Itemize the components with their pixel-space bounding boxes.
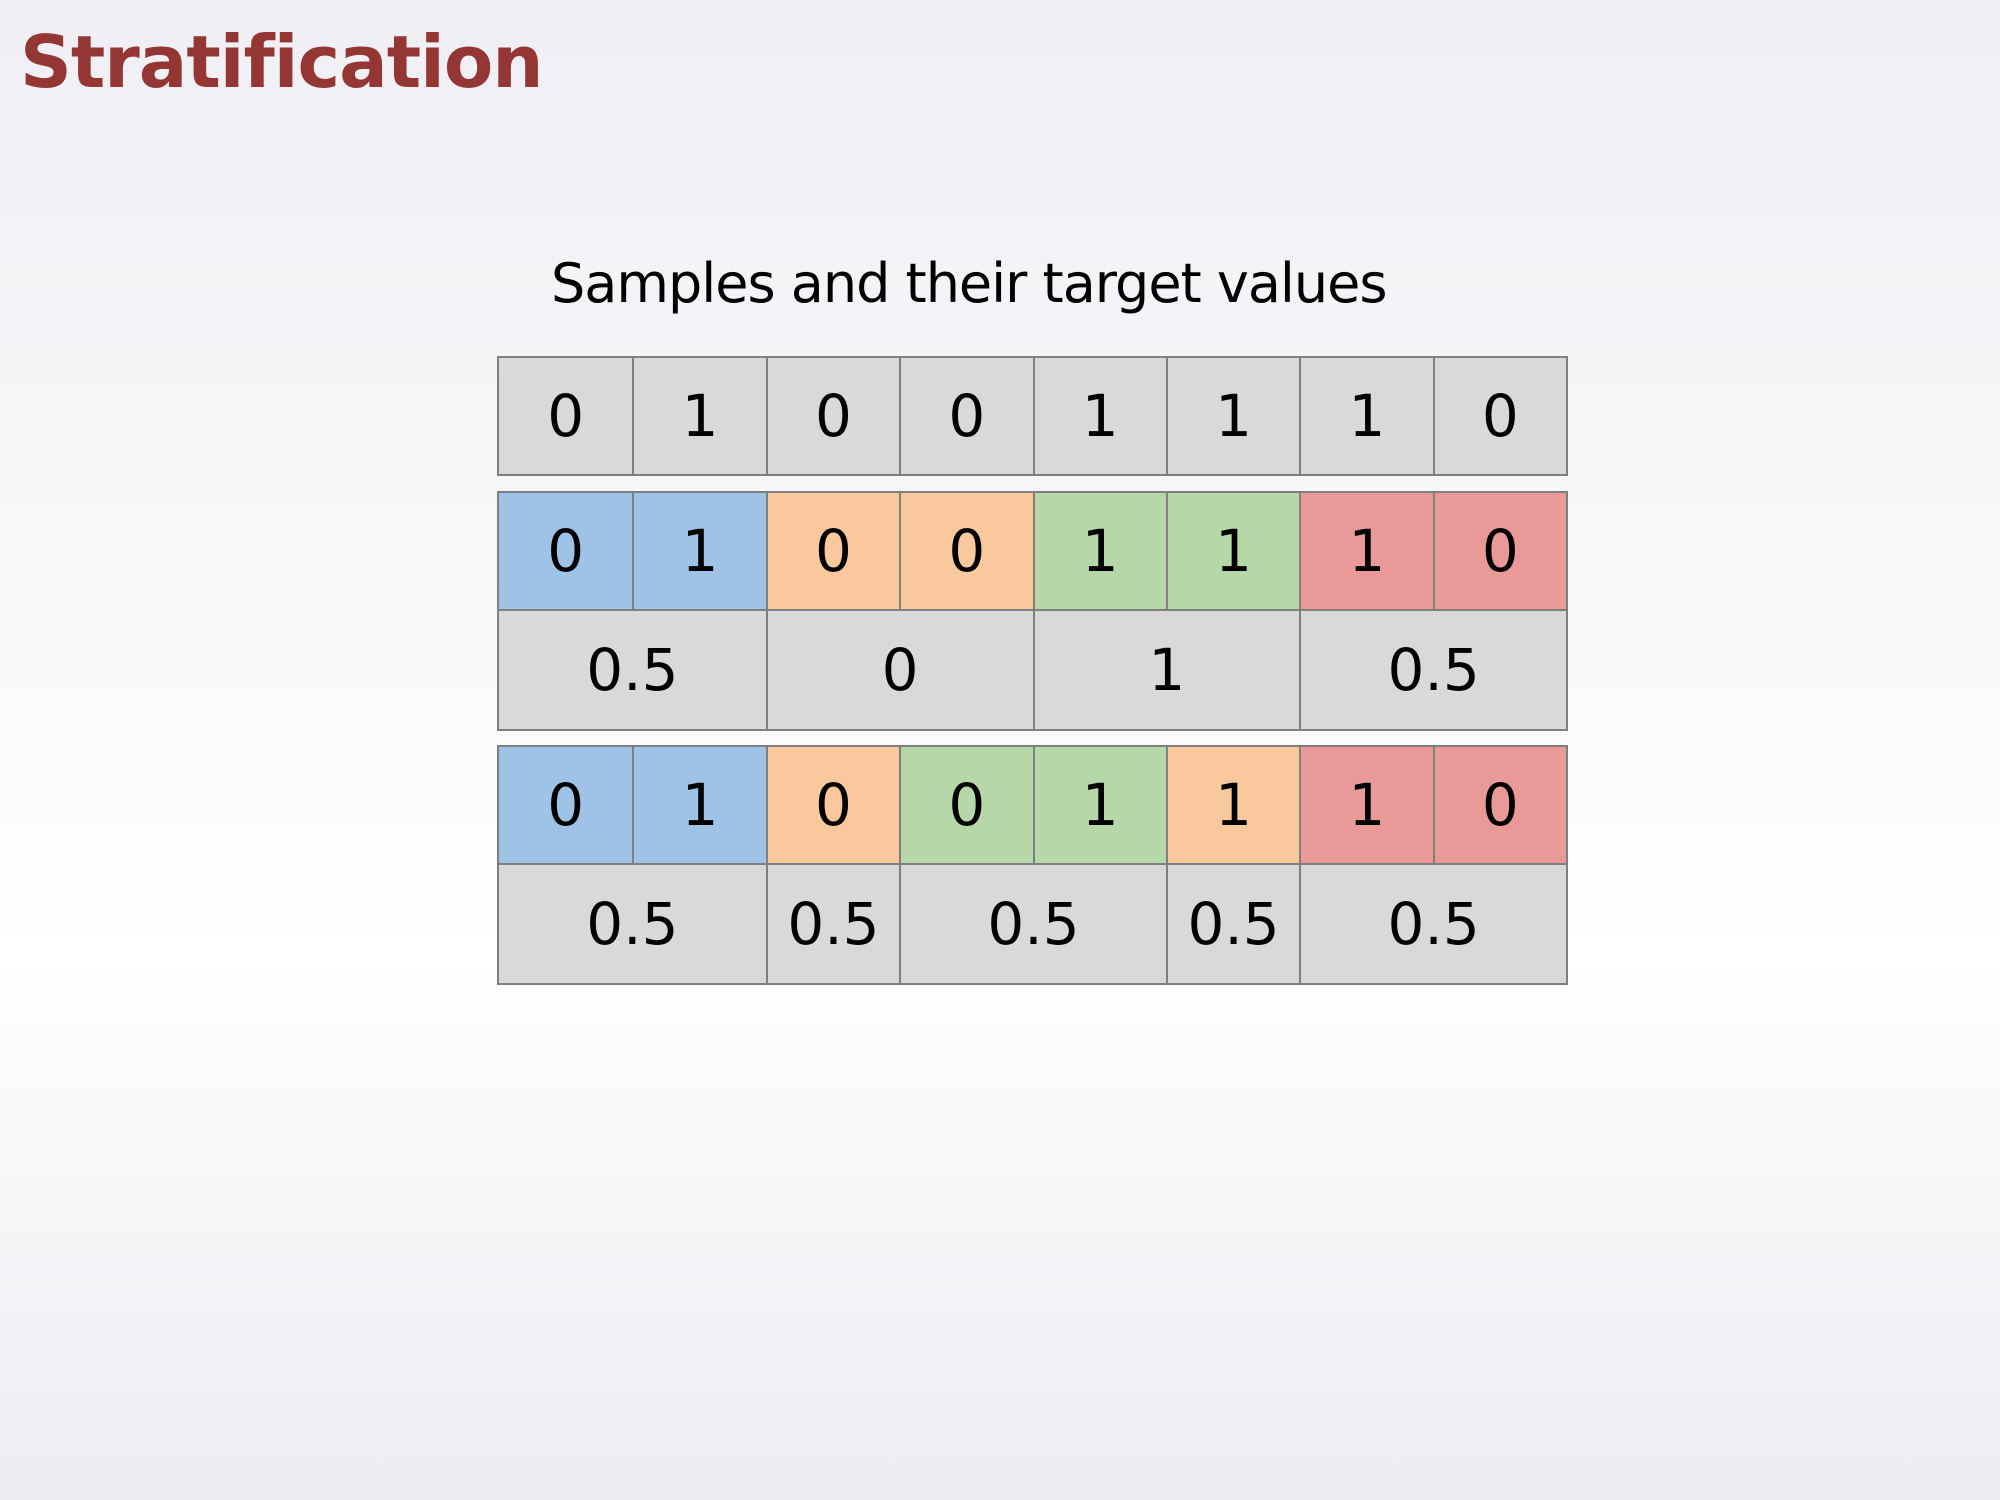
fold-sample-cell-red: 0 (1432, 493, 1566, 609)
fold-sample-cell-orange: 0 (765, 493, 900, 609)
sample-cell: 0 (899, 358, 1033, 474)
fold-sample-cell-blue: 0 (499, 747, 633, 863)
fold-sample-cell-green: 0 (899, 747, 1033, 863)
fold-sample-cell-red: 1 (1299, 493, 1433, 609)
fold-mean-cell: 0.5 (499, 865, 766, 983)
fold-sample-cell-red: 0 (1432, 747, 1566, 863)
fold-mean-cell: 0.5 (499, 611, 766, 729)
fold-sample-cell-red: 1 (1299, 747, 1433, 863)
diagram-caption: Samples and their target values (551, 252, 1388, 315)
sample-cell: 1 (1165, 358, 1300, 474)
scheme-b-means-row: 0.5 0.5 0.5 0.5 0.5 (497, 865, 1568, 985)
fold-sample-cell-blue: 1 (632, 493, 766, 609)
sample-cell: 0 (499, 358, 633, 474)
sample-cell: 1 (1032, 358, 1166, 474)
sample-cell: 1 (632, 358, 766, 474)
sample-cell: 1 (1299, 358, 1433, 474)
slide-title: Stratification (20, 20, 544, 104)
fold-mean-cell: 1 (1032, 611, 1300, 729)
sample-cell: 0 (1432, 358, 1566, 474)
fold-mean-cell: 0 (765, 611, 1033, 729)
fold-mean-cell: 0.5 (1165, 865, 1300, 983)
fold-sample-cell-green: 1 (1165, 493, 1300, 609)
fold-mean-cell: 0.5 (899, 865, 1166, 983)
fold-sample-cell-orange: 0 (765, 747, 900, 863)
fold-mean-cell: 0.5 (1299, 865, 1566, 983)
fold-sample-cell-green: 1 (1032, 747, 1166, 863)
fold-sample-cell-green: 1 (1032, 493, 1166, 609)
fold-sample-cell-blue: 0 (499, 493, 633, 609)
fold-mean-cell: 0.5 (765, 865, 900, 983)
fold-sample-cell-orange: 1 (1165, 747, 1300, 863)
fold-sample-cell-blue: 1 (632, 747, 766, 863)
sample-cell: 0 (765, 358, 900, 474)
scheme-a-means-row: 0.5 0 1 0.5 (497, 611, 1568, 731)
fold-mean-cell: 0.5 (1299, 611, 1566, 729)
fold-sample-cell-orange: 0 (899, 493, 1033, 609)
